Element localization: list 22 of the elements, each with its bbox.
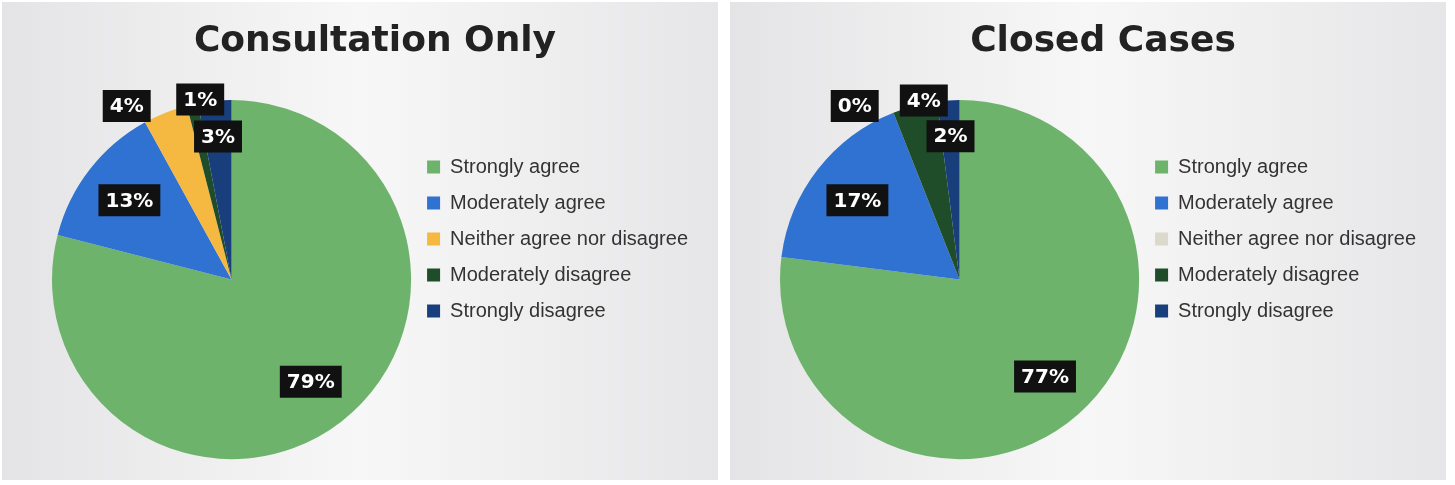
data-label: 77%: [1021, 363, 1069, 388]
data-label: 17%: [833, 187, 882, 212]
data-label: 1%: [183, 86, 218, 111]
legend-label: Moderately disagree: [450, 262, 632, 285]
data-label: 4%: [906, 87, 941, 112]
data-label: 2%: [933, 123, 968, 148]
legend-label: Strongly disagree: [1178, 298, 1334, 321]
legend-label: Neither agree nor disagree: [1178, 226, 1416, 249]
chart-title: Closed Cases: [970, 17, 1236, 59]
data-label: 79%: [286, 368, 335, 393]
legend-label: Neither agree nor disagree: [450, 226, 688, 249]
text: 0%: [837, 93, 872, 118]
chart-title: Consultation Only: [193, 17, 557, 59]
legend-label: Moderately agree: [1178, 190, 1334, 213]
legend-label: Strongly disagree: [450, 298, 606, 321]
data-label: 13%: [105, 187, 154, 212]
legend-label: Moderately agree: [450, 190, 606, 213]
data-label: 4%: [109, 93, 144, 118]
legend-label: Strongly agree: [450, 154, 581, 177]
data-label: 3%: [201, 123, 236, 148]
legend-label: Strongly agree: [1178, 154, 1309, 177]
legend-label: Moderately disagree: [1178, 262, 1360, 285]
